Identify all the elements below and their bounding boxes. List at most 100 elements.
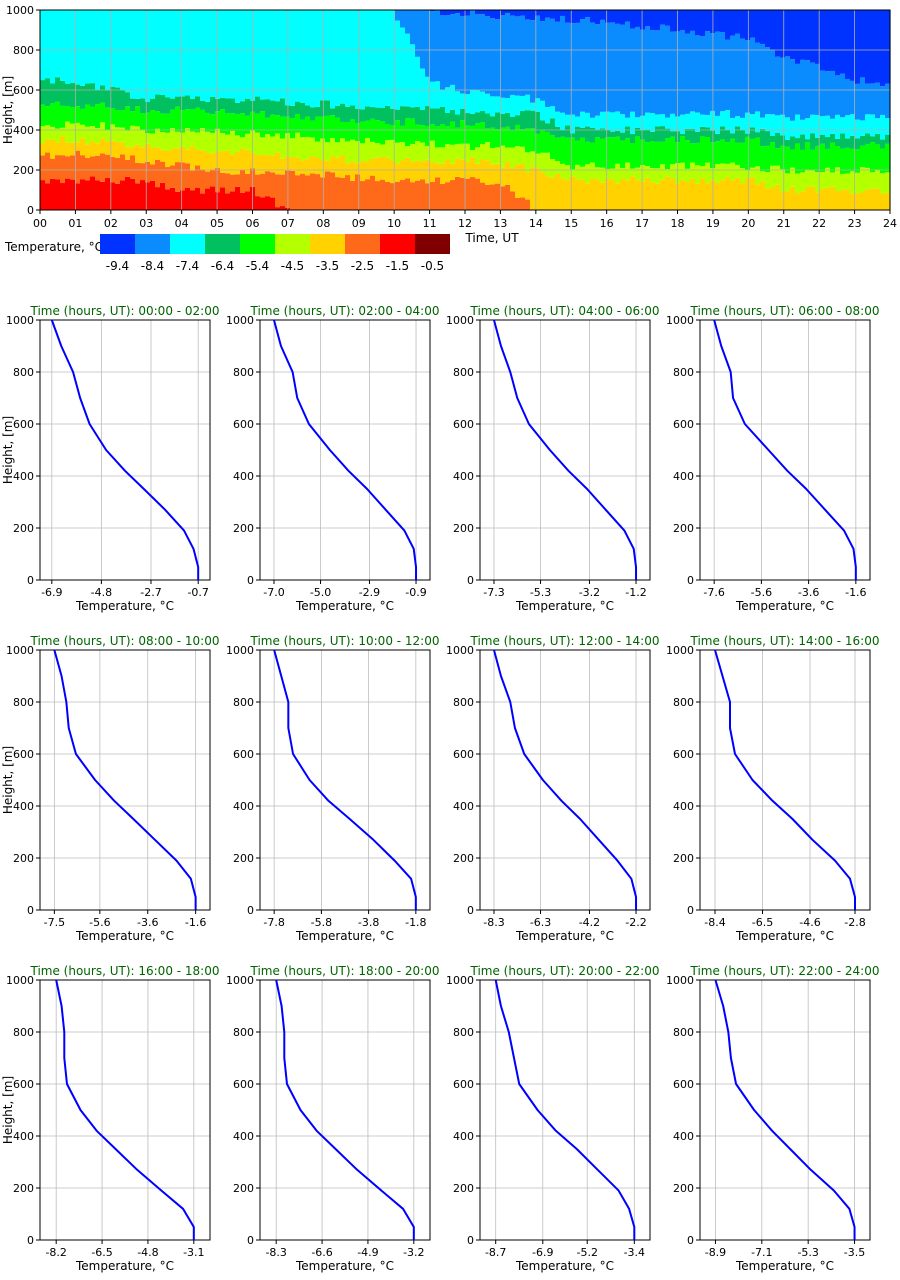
heatmap-cell bbox=[100, 138, 106, 154]
heatmap-cell bbox=[340, 103, 346, 122]
heatmap-cell bbox=[165, 150, 171, 168]
heatmap-cell bbox=[190, 98, 196, 110]
heatmap-cell bbox=[155, 111, 161, 129]
y-tick-label: 400 bbox=[673, 470, 694, 483]
heatmap-cell bbox=[135, 98, 141, 107]
heatmap-cell bbox=[525, 94, 531, 111]
y-tick-label: 600 bbox=[673, 748, 694, 761]
heatmap-cell bbox=[805, 187, 811, 210]
y-tick-label: 200 bbox=[453, 852, 474, 865]
heatmap-cell bbox=[825, 71, 831, 116]
heatmap-cell bbox=[110, 182, 116, 210]
heatmap-cell bbox=[645, 129, 651, 143]
heatmap-cell bbox=[200, 10, 206, 101]
heatmap-cell bbox=[320, 177, 326, 210]
heatmap-cell bbox=[465, 143, 471, 162]
heatmap-cell bbox=[605, 178, 611, 210]
x-tick-label: 07 bbox=[281, 217, 295, 230]
heatmap-cell bbox=[365, 120, 371, 138]
heatmap-cell bbox=[705, 162, 711, 184]
x-tick-label: 24 bbox=[883, 217, 897, 230]
heatmap-cell bbox=[800, 191, 806, 210]
heatmap-cell bbox=[510, 168, 516, 192]
heatmap-cell bbox=[660, 180, 666, 210]
heatmap-cell bbox=[540, 10, 546, 22]
x-tick-label: -8.4 bbox=[704, 916, 725, 929]
colorbar-swatch bbox=[100, 234, 135, 254]
heatmap-cell bbox=[525, 19, 531, 95]
heatmap-cell bbox=[785, 191, 791, 210]
heatmap-cell bbox=[450, 14, 456, 85]
heatmap-cell bbox=[560, 136, 566, 164]
x-tick-label: -2.8 bbox=[844, 916, 865, 929]
heatmap-cell bbox=[170, 165, 176, 188]
heatmap-cell bbox=[420, 125, 426, 143]
heatmap-cell bbox=[220, 10, 226, 98]
heatmap-cell bbox=[470, 157, 476, 178]
heatmap-cell bbox=[445, 126, 451, 145]
heatmap-cell bbox=[880, 10, 886, 87]
heatmap-cell bbox=[100, 85, 106, 103]
y-tick-label: 200 bbox=[673, 522, 694, 535]
heatmap-cell bbox=[860, 135, 866, 146]
y-tick-label: 400 bbox=[233, 800, 254, 813]
heatmap-cell bbox=[525, 10, 531, 20]
heatmap-cell bbox=[585, 126, 591, 142]
profile-title: Time (hours, UT): 04:00 - 06:00 bbox=[469, 304, 659, 318]
heatmap-cell bbox=[405, 106, 411, 119]
heatmap-cell bbox=[45, 183, 51, 210]
profile-title: Time (hours, UT): 12:00 - 14:00 bbox=[469, 634, 659, 648]
heatmap-cell bbox=[745, 10, 751, 41]
heatmap-cell bbox=[860, 167, 866, 193]
heatmap-cell bbox=[880, 86, 886, 115]
heatmap-cell bbox=[60, 105, 66, 128]
heatmap-cell bbox=[340, 177, 346, 210]
heatmap-cell bbox=[475, 14, 481, 91]
heatmap-cell bbox=[350, 105, 356, 120]
heatmap-cell bbox=[740, 183, 746, 210]
heatmap-cell bbox=[495, 147, 501, 164]
heatmap-cell bbox=[145, 101, 151, 113]
heatmap-cell bbox=[335, 10, 341, 106]
heatmap-cell bbox=[200, 169, 206, 194]
heatmap-cell bbox=[695, 131, 701, 143]
x-tick-label: -7.5 bbox=[44, 916, 65, 929]
y-tick-label: 0 bbox=[687, 904, 694, 917]
heatmap-cell bbox=[630, 143, 636, 169]
profile-title: Time (hours, UT): 22:00 - 24:00 bbox=[689, 964, 879, 978]
heatmap-cell bbox=[295, 114, 301, 133]
heatmap-cell bbox=[850, 114, 856, 136]
heatmap-cell bbox=[420, 110, 426, 126]
heatmap-cell bbox=[690, 111, 696, 129]
heatmap-cell bbox=[665, 128, 671, 139]
heatmap-cell bbox=[755, 184, 761, 210]
x-tick-label: -5.6 bbox=[751, 586, 772, 599]
heatmap-cell bbox=[240, 137, 246, 149]
colorbar-swatch bbox=[135, 234, 170, 254]
heatmap-cell bbox=[745, 136, 751, 170]
heatmap-cell bbox=[255, 174, 261, 197]
heatmap-cell bbox=[465, 15, 471, 95]
heatmap-cell bbox=[310, 10, 316, 108]
heatmap-cell bbox=[215, 128, 221, 152]
heatmap-cell bbox=[40, 126, 46, 144]
heatmap-cell bbox=[190, 170, 196, 191]
heatmap-cell bbox=[650, 182, 656, 210]
heatmap-cell bbox=[225, 10, 231, 99]
heatmap-cell bbox=[140, 113, 146, 130]
heatmap-cell bbox=[175, 162, 181, 192]
heatmap-cell bbox=[185, 10, 191, 96]
heatmap-cell bbox=[550, 118, 556, 136]
x-tick-label: -6.5 bbox=[752, 916, 773, 929]
heatmap-cell bbox=[795, 114, 801, 139]
heatmap-cell bbox=[685, 168, 691, 182]
heatmap-cell bbox=[460, 10, 466, 17]
heatmap-cell bbox=[620, 24, 626, 115]
heatmap-cell bbox=[500, 145, 506, 168]
heatmap-cell bbox=[355, 123, 361, 142]
heatmap-cell bbox=[290, 118, 296, 139]
heatmap-cell bbox=[365, 179, 371, 210]
x-tick-label: -3.8 bbox=[358, 916, 379, 929]
heatmap-cell bbox=[225, 134, 231, 151]
heatmap-cell bbox=[455, 158, 461, 177]
